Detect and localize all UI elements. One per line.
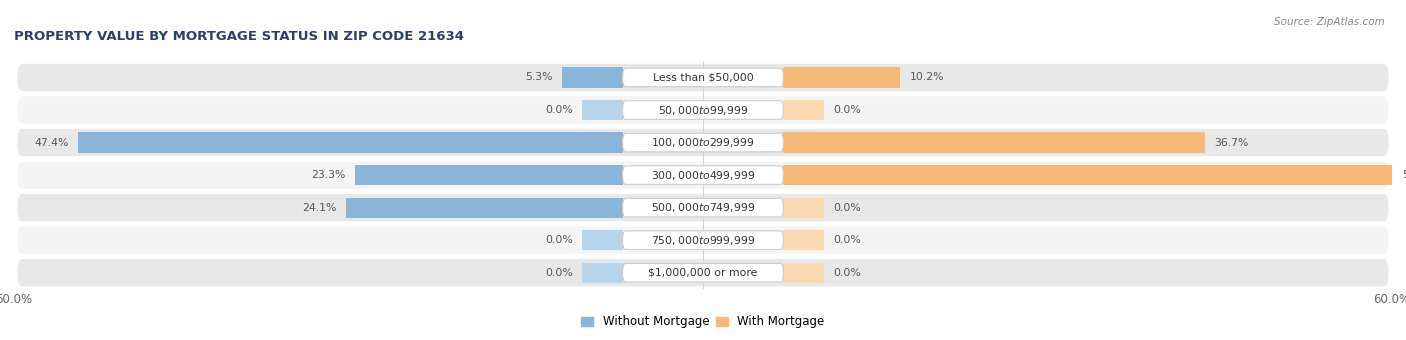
Text: 23.3%: 23.3% xyxy=(312,170,346,180)
Text: 0.0%: 0.0% xyxy=(832,235,860,245)
Bar xyxy=(562,67,623,88)
FancyBboxPatch shape xyxy=(17,194,1389,221)
Text: 0.0%: 0.0% xyxy=(832,105,860,115)
Text: Source: ZipAtlas.com: Source: ZipAtlas.com xyxy=(1274,17,1385,27)
Text: 0.0%: 0.0% xyxy=(832,268,860,278)
FancyBboxPatch shape xyxy=(17,162,1389,189)
FancyBboxPatch shape xyxy=(17,226,1389,254)
Bar xyxy=(582,262,623,283)
FancyBboxPatch shape xyxy=(17,129,1389,156)
Text: 36.7%: 36.7% xyxy=(1213,138,1249,148)
FancyBboxPatch shape xyxy=(623,68,783,87)
Text: $50,000 to $99,999: $50,000 to $99,999 xyxy=(658,103,748,117)
Text: 10.2%: 10.2% xyxy=(910,72,945,83)
Text: $100,000 to $299,999: $100,000 to $299,999 xyxy=(651,136,755,149)
Text: 0.0%: 0.0% xyxy=(546,235,574,245)
Bar xyxy=(346,198,623,218)
FancyBboxPatch shape xyxy=(623,166,783,184)
Bar xyxy=(582,100,623,120)
Text: $500,000 to $749,999: $500,000 to $749,999 xyxy=(651,201,755,214)
Text: $300,000 to $499,999: $300,000 to $499,999 xyxy=(651,169,755,182)
FancyBboxPatch shape xyxy=(17,259,1389,286)
FancyBboxPatch shape xyxy=(17,96,1389,124)
Text: 5.3%: 5.3% xyxy=(524,72,553,83)
Text: 47.4%: 47.4% xyxy=(35,138,69,148)
Text: $1,000,000 or more: $1,000,000 or more xyxy=(648,268,758,278)
Bar xyxy=(356,165,623,185)
Bar xyxy=(783,198,824,218)
FancyBboxPatch shape xyxy=(623,198,783,217)
FancyBboxPatch shape xyxy=(623,231,783,250)
Text: 24.1%: 24.1% xyxy=(302,203,336,212)
Bar xyxy=(783,133,1205,153)
Text: 0.0%: 0.0% xyxy=(546,268,574,278)
Text: 53.1%: 53.1% xyxy=(1402,170,1406,180)
Text: 0.0%: 0.0% xyxy=(546,105,574,115)
Text: 0.0%: 0.0% xyxy=(832,203,860,212)
Legend: Without Mortgage, With Mortgage: Without Mortgage, With Mortgage xyxy=(576,311,830,333)
Bar xyxy=(783,262,824,283)
FancyBboxPatch shape xyxy=(623,133,783,152)
FancyBboxPatch shape xyxy=(623,101,783,119)
Bar xyxy=(783,67,900,88)
Text: Less than $50,000: Less than $50,000 xyxy=(652,72,754,83)
Text: PROPERTY VALUE BY MORTGAGE STATUS IN ZIP CODE 21634: PROPERTY VALUE BY MORTGAGE STATUS IN ZIP… xyxy=(14,30,464,43)
FancyBboxPatch shape xyxy=(623,264,783,282)
Bar xyxy=(783,100,824,120)
Bar xyxy=(783,165,1393,185)
Text: $750,000 to $999,999: $750,000 to $999,999 xyxy=(651,234,755,247)
Bar xyxy=(79,133,623,153)
Bar xyxy=(783,230,824,250)
Bar xyxy=(582,230,623,250)
FancyBboxPatch shape xyxy=(17,64,1389,91)
